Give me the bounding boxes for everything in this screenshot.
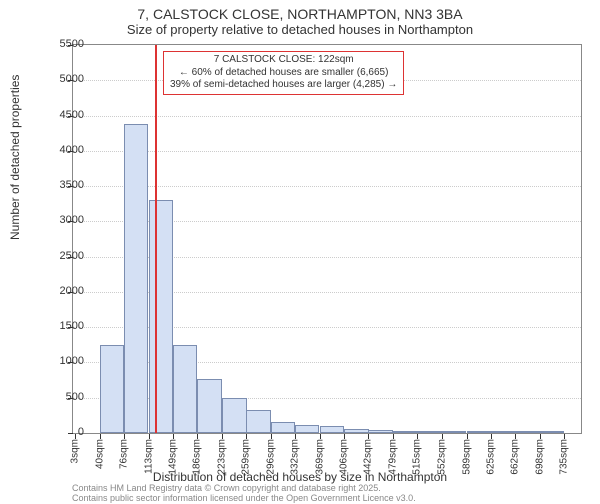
histogram-bar (100, 345, 124, 433)
annotation-line-2: ← 60% of detached houses are smaller (6,… (179, 67, 389, 78)
ytick-label: 5500 (34, 38, 84, 50)
xtick-label: 76sqm (118, 439, 129, 469)
histogram-bar (417, 431, 441, 433)
ytick-label: 3500 (34, 179, 84, 191)
histogram-bar (271, 422, 295, 433)
histogram-bar (246, 410, 270, 433)
histogram-bar (467, 431, 491, 433)
chart-container: 7, CALSTOCK CLOSE, NORTHAMPTON, NN3 3BA … (0, 0, 600, 500)
y-axis-label: Number of detached properties (8, 75, 22, 240)
histogram-bar (515, 431, 539, 433)
ytick-label: 2000 (34, 285, 84, 297)
xtick-label: 113sqm (143, 439, 154, 474)
ytick-label: 0 (34, 426, 84, 438)
xtick-label: 3sqm (70, 439, 81, 463)
gridline (73, 116, 581, 117)
x-axis-label: Distribution of detached houses by size … (0, 470, 600, 484)
histogram-bar (124, 124, 148, 433)
histogram-bar (368, 430, 392, 433)
histogram-bar (149, 200, 173, 433)
histogram-bar (295, 425, 319, 433)
footer-line-2: Contains public sector information licen… (72, 493, 416, 503)
gridline (73, 151, 581, 152)
attribution-footer: Contains HM Land Registry data © Crown c… (72, 484, 416, 504)
histogram-bar (344, 429, 368, 433)
title-line-2: Size of property relative to detached ho… (0, 22, 600, 37)
histogram-bar (442, 431, 466, 433)
ytick-label: 4500 (34, 109, 84, 121)
ytick-label: 2500 (34, 250, 84, 262)
histogram-bar (222, 398, 246, 433)
footer-line-1: Contains HM Land Registry data © Crown c… (72, 483, 381, 493)
histogram-bar (491, 431, 515, 433)
histogram-bar (320, 426, 344, 433)
ytick-label: 1000 (34, 355, 84, 367)
property-marker-line (155, 45, 157, 433)
title-line-1: 7, CALSTOCK CLOSE, NORTHAMPTON, NN3 3BA (0, 0, 600, 22)
ytick-label: 1500 (34, 320, 84, 332)
gridline (73, 186, 581, 187)
histogram-bar (540, 431, 564, 433)
plot-area: 3sqm40sqm76sqm113sqm149sqm186sqm223sqm25… (72, 44, 582, 434)
annotation-line-3: 39% of semi-detached houses are larger (… (170, 79, 397, 90)
ytick-label: 5000 (34, 73, 84, 85)
histogram-bar (393, 431, 417, 433)
histogram-bar (197, 379, 221, 433)
histogram-bar (173, 345, 197, 433)
annotation-box: 7 CALSTOCK CLOSE: 122sqm ← 60% of detache… (163, 51, 404, 95)
ytick-label: 3000 (34, 214, 84, 226)
ytick-label: 500 (34, 391, 84, 403)
ytick-label: 4000 (34, 144, 84, 156)
plot-zone: 3sqm40sqm76sqm113sqm149sqm186sqm223sqm25… (72, 44, 582, 434)
annotation-line-1: 7 CALSTOCK CLOSE: 122sqm (214, 54, 354, 65)
xtick-label: 40sqm (94, 439, 105, 469)
